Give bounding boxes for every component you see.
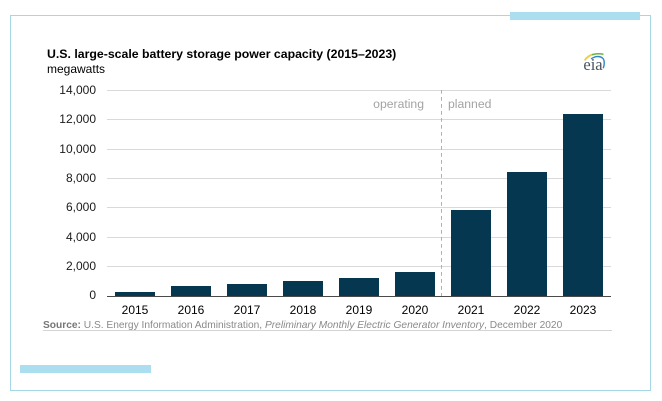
svg-text:eia: eia bbox=[583, 55, 603, 74]
